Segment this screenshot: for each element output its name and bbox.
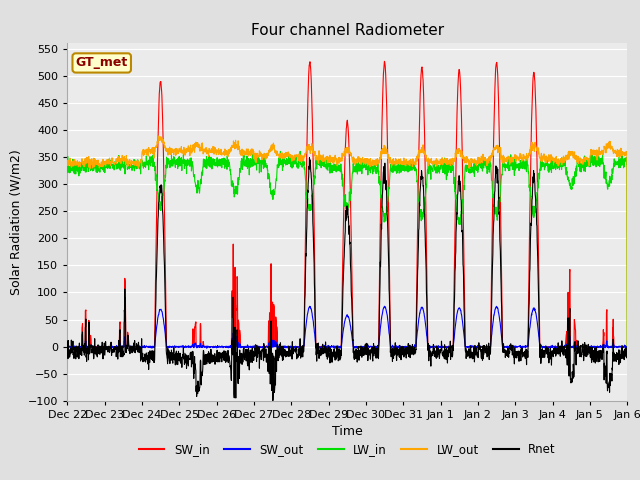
Legend: SW_in, SW_out, LW_in, LW_out, Rnet: SW_in, SW_out, LW_in, LW_out, Rnet <box>134 439 561 461</box>
X-axis label: Time: Time <box>332 425 363 438</box>
Text: GT_met: GT_met <box>76 57 128 70</box>
Title: Four channel Radiometer: Four channel Radiometer <box>251 23 444 38</box>
Y-axis label: Solar Radiation (W/m2): Solar Radiation (W/m2) <box>9 149 22 295</box>
